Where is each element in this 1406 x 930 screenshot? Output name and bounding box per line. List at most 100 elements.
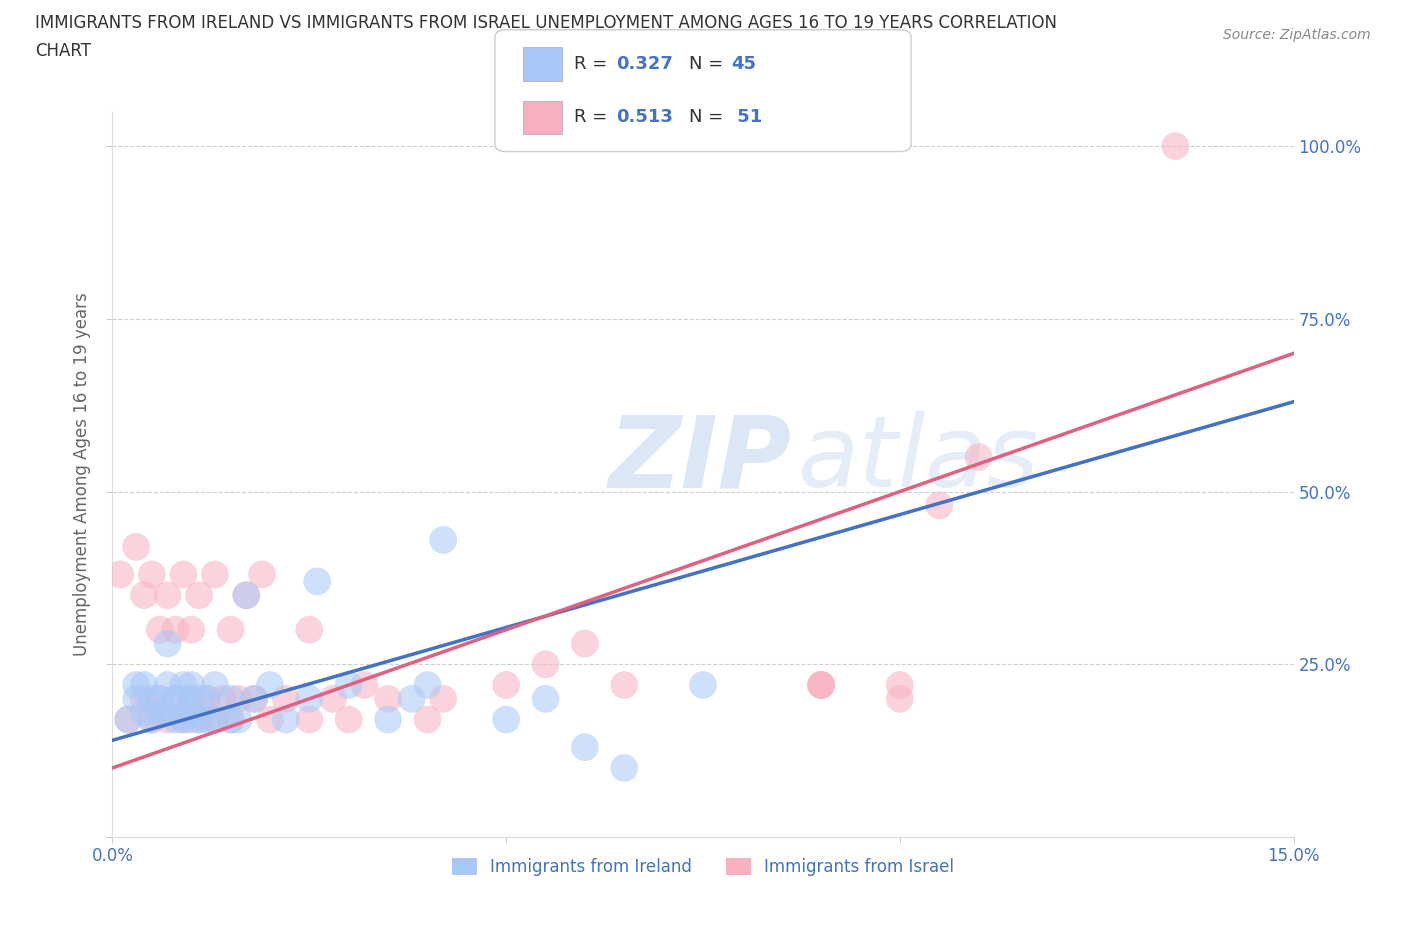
Text: atlas: atlas <box>797 411 1039 509</box>
Text: CHART: CHART <box>35 42 91 60</box>
Point <box>211 691 233 706</box>
Text: 0.327: 0.327 <box>616 55 672 73</box>
Point <box>117 712 139 727</box>
Point <box>219 712 242 727</box>
Point <box>243 691 266 706</box>
Point <box>188 712 211 727</box>
Point <box>125 539 148 554</box>
Point <box>337 678 360 693</box>
Point <box>534 691 557 706</box>
Point <box>810 678 832 693</box>
Point <box>298 622 321 637</box>
Point <box>401 691 423 706</box>
Point <box>195 691 218 706</box>
Point <box>141 567 163 582</box>
Point <box>432 691 454 706</box>
Point <box>377 691 399 706</box>
Point <box>613 678 636 693</box>
Point <box>495 678 517 693</box>
Point <box>889 691 911 706</box>
Point <box>298 712 321 727</box>
Point <box>188 712 211 727</box>
Point <box>180 691 202 706</box>
Point <box>188 588 211 603</box>
Point <box>432 533 454 548</box>
Point <box>149 622 172 637</box>
Point <box>156 678 179 693</box>
Point <box>117 712 139 727</box>
Point <box>307 574 329 589</box>
Point <box>132 588 155 603</box>
Text: IMMIGRANTS FROM IRELAND VS IMMIGRANTS FROM ISRAEL UNEMPLOYMENT AMONG AGES 16 TO : IMMIGRANTS FROM IRELAND VS IMMIGRANTS FR… <box>35 14 1057 32</box>
Point <box>377 712 399 727</box>
Point <box>165 712 187 727</box>
Point <box>204 712 226 727</box>
Point <box>172 712 194 727</box>
Point <box>110 567 132 582</box>
Point <box>228 691 250 706</box>
Point <box>692 678 714 693</box>
Point <box>132 691 155 706</box>
Text: N =: N = <box>689 109 728 126</box>
Point <box>534 657 557 671</box>
Point <box>141 712 163 727</box>
Point <box>219 712 242 727</box>
Text: 45: 45 <box>731 55 756 73</box>
Point <box>274 691 297 706</box>
Y-axis label: Unemployment Among Ages 16 to 19 years: Unemployment Among Ages 16 to 19 years <box>73 292 91 657</box>
Legend: Immigrants from Ireland, Immigrants from Israel: Immigrants from Ireland, Immigrants from… <box>446 852 960 883</box>
Point <box>967 449 990 464</box>
Point <box>156 712 179 727</box>
Text: R =: R = <box>574 109 613 126</box>
Point <box>180 691 202 706</box>
Point <box>204 678 226 693</box>
Point <box>165 691 187 706</box>
Point <box>204 712 226 727</box>
Point <box>810 678 832 693</box>
Point <box>204 567 226 582</box>
Point <box>180 712 202 727</box>
Point <box>219 622 242 637</box>
Point <box>172 678 194 693</box>
Point <box>298 691 321 706</box>
Text: N =: N = <box>689 55 728 73</box>
Text: R =: R = <box>574 55 613 73</box>
Point <box>259 678 281 693</box>
Point <box>132 678 155 693</box>
Point <box>259 712 281 727</box>
Point <box>149 691 172 706</box>
Point <box>141 712 163 727</box>
Point <box>574 636 596 651</box>
Point <box>243 691 266 706</box>
Point <box>132 705 155 720</box>
Point <box>165 622 187 637</box>
Text: 0.513: 0.513 <box>616 109 672 126</box>
Point <box>235 588 257 603</box>
Point <box>195 691 218 706</box>
Text: 51: 51 <box>731 109 762 126</box>
Point <box>141 691 163 706</box>
Point <box>156 636 179 651</box>
Point <box>156 705 179 720</box>
Point <box>180 678 202 693</box>
Point <box>574 739 596 754</box>
Point <box>810 678 832 693</box>
Point <box>274 712 297 727</box>
Point <box>353 678 375 693</box>
Point <box>889 678 911 693</box>
Point <box>165 691 187 706</box>
Text: ZIP: ZIP <box>609 411 792 509</box>
Point <box>149 691 172 706</box>
Point <box>613 761 636 776</box>
Point <box>188 691 211 706</box>
Text: Source: ZipAtlas.com: Source: ZipAtlas.com <box>1223 28 1371 42</box>
Point <box>928 498 950 512</box>
Point <box>322 691 344 706</box>
Point <box>156 588 179 603</box>
Point <box>219 691 242 706</box>
Point <box>172 712 194 727</box>
Point <box>250 567 273 582</box>
Point <box>228 712 250 727</box>
Point <box>125 678 148 693</box>
Point <box>180 622 202 637</box>
